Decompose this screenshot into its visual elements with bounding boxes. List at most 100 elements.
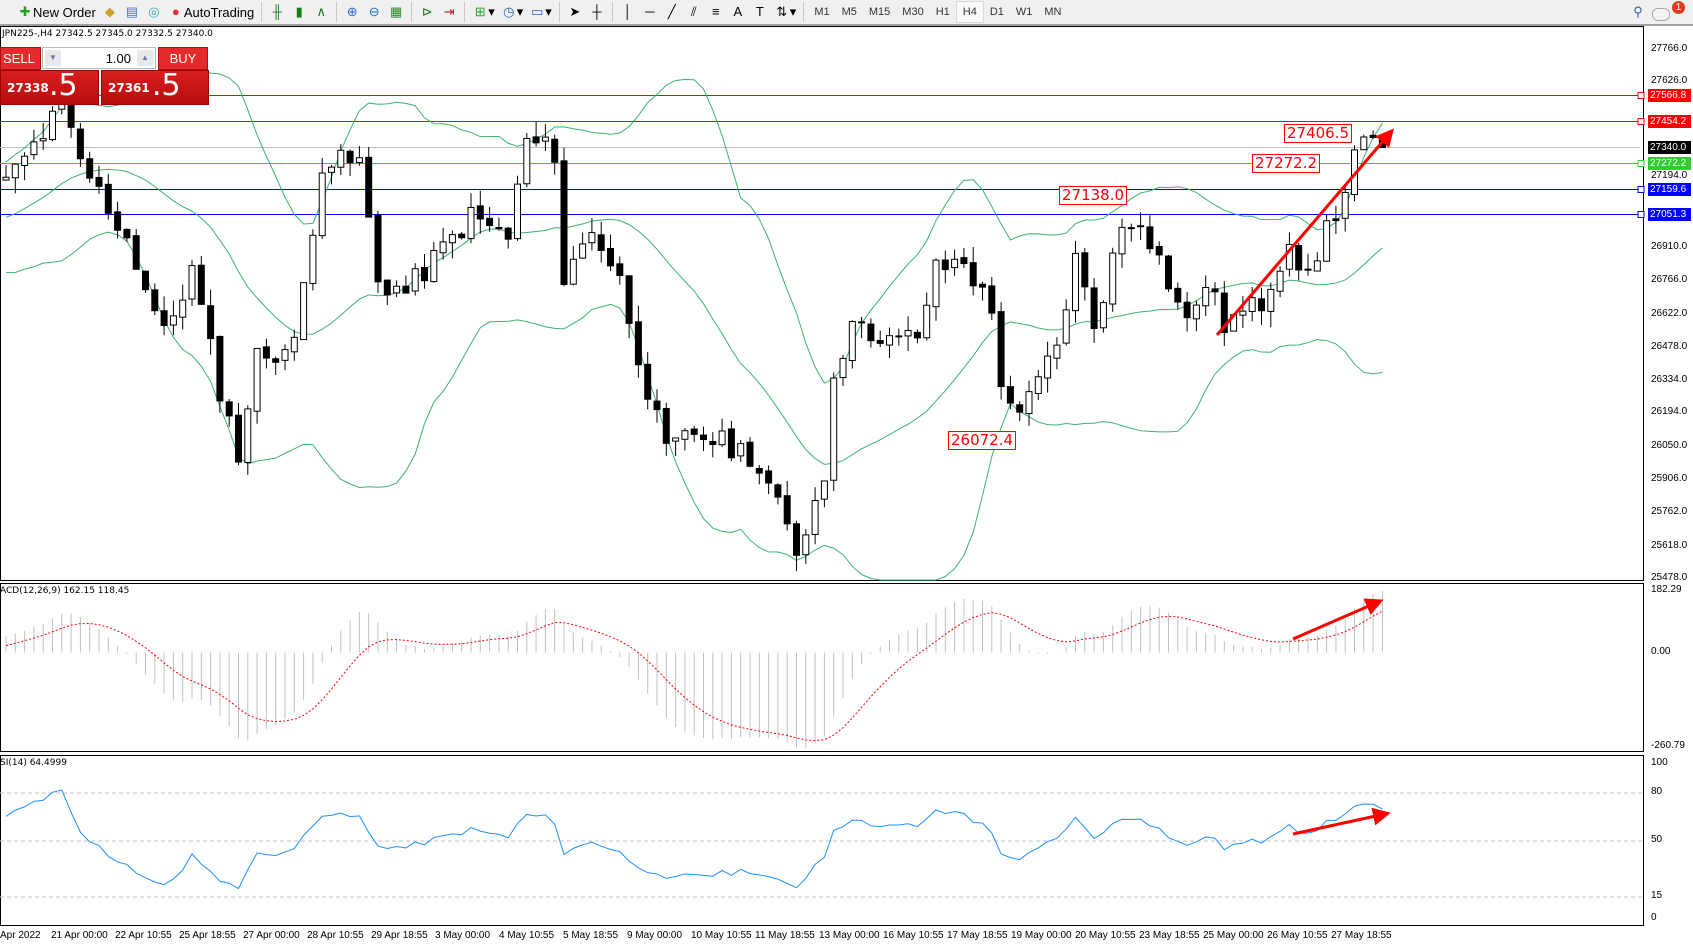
candle-bullish — [49, 110, 56, 141]
arrows-button[interactable]: ⇅ ▾ — [771, 1, 800, 23]
text-label-button[interactable]: T — [749, 1, 771, 23]
candle-bullish — [179, 299, 187, 318]
chart-info: JPN225-,H4 27342.5 27345.0 27332.5 27340… — [2, 29, 213, 39]
macd-signal-line — [5, 610, 1383, 742]
price-axis-label: 25906.0 — [1651, 473, 1688, 485]
zoom-out-button[interactable]: ⊖ — [363, 1, 385, 23]
annotation-label[interactable]: 27406.5 — [1284, 124, 1353, 143]
candle-bullish — [281, 349, 289, 361]
time-axis-label: 27 May 18:55 — [1331, 930, 1392, 941]
price-axis-label: 26334.0 — [1651, 374, 1688, 386]
candle-bearish — [1006, 386, 1014, 404]
indicators-button[interactable]: ⊞ ▾ — [469, 1, 498, 23]
candle-bullish — [30, 141, 38, 156]
candle-bullish — [290, 336, 298, 353]
timeframe-m15[interactable]: M15 — [868, 6, 891, 18]
time-axis-label: 3 May 00:00 — [435, 930, 491, 941]
candle-bearish — [142, 270, 149, 291]
buy-button[interactable]: BUY — [158, 47, 208, 70]
chart-shift-button[interactable]: ⊳ — [416, 1, 438, 23]
channel-button[interactable]: ⫽ — [683, 1, 705, 23]
annotation-label[interactable]: 27138.0 — [1059, 186, 1128, 205]
candle-bullish — [672, 437, 680, 442]
time-axis-label: 25 May 00:00 — [1203, 930, 1264, 941]
trend-arrow-rsi[interactable] — [1292, 807, 1391, 836]
notification-badge: 1 — [1672, 1, 1685, 14]
macd-axis-top: 182.29 — [1651, 584, 1682, 595]
bar-chart-button[interactable]: ╫ — [266, 1, 288, 23]
candle-bearish — [262, 346, 270, 359]
new-order-icon: ✚ — [19, 4, 31, 19]
timeframe-mn[interactable]: MN — [1044, 6, 1062, 18]
candle-bearish — [1137, 225, 1145, 228]
level-handle — [1637, 211, 1645, 218]
time-axis-label: 21 Apr 00:00 — [51, 930, 108, 941]
timeframe-m1[interactable]: M1 — [814, 6, 830, 18]
periods-button[interactable]: ◷ ▾ — [498, 1, 527, 23]
buy-price[interactable]: 27361 .5 — [101, 70, 209, 105]
trend-arrow-macd[interactable] — [1292, 598, 1384, 641]
time-axis-label: Apr 2022 — [0, 930, 41, 941]
trend-arrows[interactable] — [1215, 128, 1394, 836]
price-axis-label: 25618.0 — [1651, 539, 1688, 551]
tile-windows-button[interactable]: ▦ — [385, 1, 407, 23]
fibonacci-button[interactable]: ≡ — [705, 1, 727, 23]
autoscroll-button[interactable]: ⇥ — [438, 1, 460, 23]
timeframe-d1[interactable]: D1 — [989, 6, 1004, 18]
timeframe-h1[interactable]: H1 — [935, 6, 950, 18]
candle-bullish — [588, 232, 596, 244]
timeframe-h4[interactable]: H4 — [955, 1, 984, 23]
autotrading-label: AutoTrading — [183, 4, 255, 20]
candle-bullish — [328, 166, 335, 173]
market-watch-button[interactable]: ◆ — [99, 1, 121, 23]
candle-bearish — [216, 335, 224, 402]
candle-bullish — [430, 250, 438, 283]
zoom-in-button[interactable]: ⊕ — [341, 1, 363, 23]
annotation-label[interactable]: 27272.2 — [1252, 154, 1321, 173]
line-chart-button[interactable]: ∧ — [310, 1, 332, 23]
search-button[interactable]: ⚲ — [1627, 1, 1649, 23]
candle-bullish — [39, 138, 47, 142]
candle-bullish — [1192, 304, 1200, 320]
cursor-button[interactable]: ➤ — [564, 1, 586, 23]
text-button[interactable]: A — [727, 1, 749, 23]
new-order-label: New Order — [33, 4, 96, 20]
lot-decrease-icon[interactable]: ▼ — [45, 50, 61, 66]
horizontal-line-button[interactable]: ─ — [639, 1, 661, 23]
price-axis-label: 27626.0 — [1651, 75, 1688, 87]
candle-bullish — [393, 285, 401, 294]
timeframe-w1[interactable]: W1 — [1015, 6, 1033, 18]
timeframe-m5[interactable]: M5 — [841, 6, 857, 18]
candle-bullish — [839, 357, 847, 379]
new-order-button[interactable]: ✚ New Order — [14, 1, 99, 23]
candle-bearish — [727, 428, 735, 459]
trendline-button[interactable]: ╱ — [661, 1, 683, 23]
sell-button[interactable]: SELL — [0, 47, 41, 70]
annotation-label[interactable]: 26072.4 — [948, 431, 1017, 450]
templates-button[interactable]: ▭ ▾ — [526, 1, 555, 23]
candle-bearish — [421, 266, 428, 282]
candle-bullish — [1360, 136, 1368, 151]
vertical-line-button[interactable]: │ — [617, 1, 639, 23]
signals-button[interactable]: ◎ — [143, 1, 165, 23]
candle-bearish — [197, 264, 205, 305]
candle-bearish — [76, 128, 84, 160]
autotrading-button[interactable]: ● AutoTrading — [165, 1, 257, 23]
time-axis-label: 28 Apr 10:55 — [307, 930, 364, 941]
timeframe-m30[interactable]: M30 — [902, 6, 924, 18]
messages-button[interactable]: 1 — [1649, 1, 1685, 23]
lot-size-stepper[interactable]: ▼ 1.00 ▲ — [42, 47, 156, 69]
lot-value[interactable]: 1.00 — [105, 51, 131, 66]
buy-price-pips: .5 — [152, 68, 181, 103]
sell-price[interactable]: 27338 .5 — [0, 70, 99, 105]
crosshair-button[interactable]: ┼ — [586, 1, 608, 23]
candle-bullish — [1118, 226, 1126, 255]
trend-arrow-price[interactable] — [1215, 128, 1394, 336]
candle-bullish — [1341, 191, 1349, 219]
candle-bearish — [979, 283, 986, 288]
candle-chart-button[interactable]: ▮ — [288, 1, 310, 23]
lot-increase-icon[interactable]: ▲ — [137, 50, 153, 66]
data-window-button[interactable]: ▤ — [121, 1, 143, 23]
horizontal-levels[interactable] — [0, 92, 1645, 218]
